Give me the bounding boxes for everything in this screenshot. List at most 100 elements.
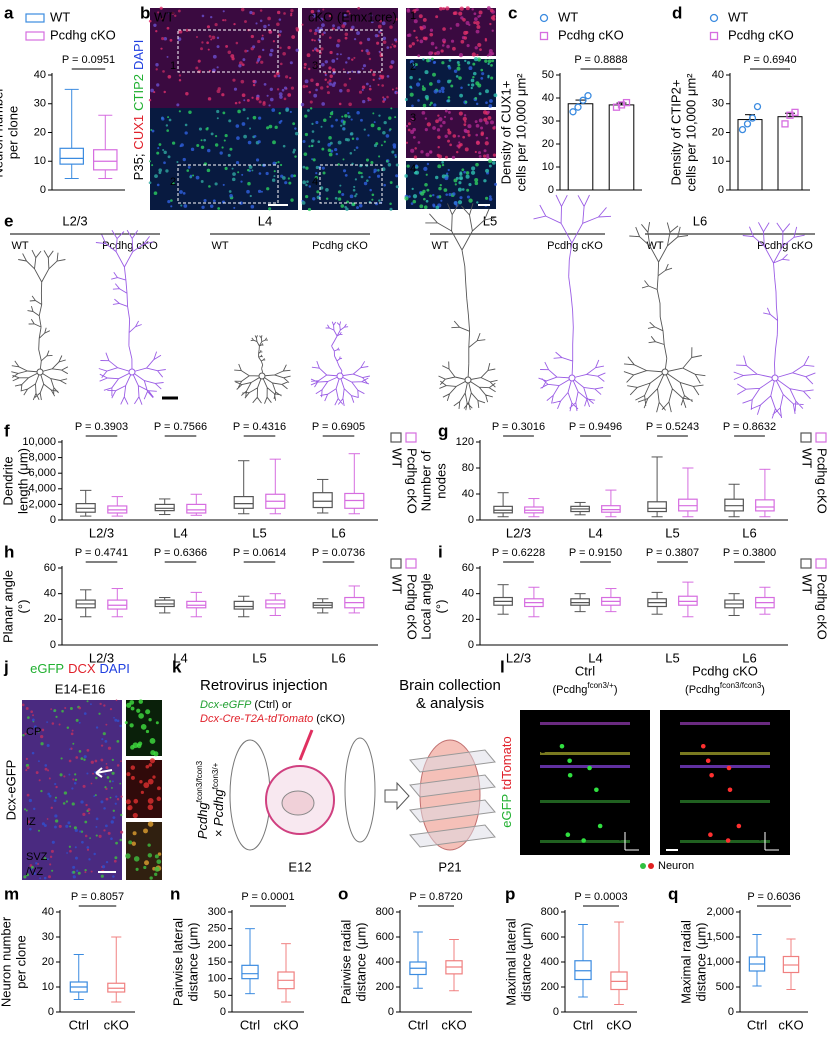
cell (484, 120, 489, 125)
cell (409, 85, 413, 89)
cell (241, 63, 245, 67)
cell (430, 41, 435, 46)
cell (74, 773, 77, 776)
cell (395, 163, 399, 167)
cell (373, 121, 376, 124)
stain-label-part: CUX1 (131, 115, 146, 150)
cell (491, 52, 495, 56)
cell (281, 88, 285, 92)
cell (360, 172, 363, 175)
cell (461, 168, 465, 172)
cell (279, 163, 283, 167)
cell (335, 152, 339, 156)
y-tick-label: 6,000 (28, 467, 56, 479)
cell (99, 702, 102, 706)
cell (119, 782, 122, 785)
p-value: P = 0.7566 (154, 421, 207, 433)
cell (329, 115, 332, 118)
cell (319, 186, 324, 190)
cell (154, 854, 159, 859)
cell (301, 23, 304, 26)
cell (465, 21, 470, 25)
cell (476, 53, 479, 57)
y-tick-label: 0 (468, 639, 474, 651)
cell (425, 173, 428, 176)
cell (51, 840, 55, 844)
cell (111, 758, 114, 761)
cell (41, 728, 45, 732)
cell (472, 62, 476, 66)
cell (353, 56, 356, 59)
legend-label: WT (50, 9, 70, 24)
roi (177, 29, 279, 73)
cell (413, 19, 418, 24)
cell (156, 183, 160, 187)
axis-glyph: x (642, 844, 648, 856)
soma (128, 368, 136, 376)
cell (114, 856, 118, 860)
cell (40, 742, 44, 746)
cell (167, 116, 170, 119)
cell (463, 123, 467, 127)
cell (329, 111, 334, 116)
legend-label: WT (558, 9, 578, 24)
cell (353, 185, 356, 188)
cell (33, 807, 36, 811)
cell (391, 43, 394, 46)
cell (348, 102, 352, 107)
axis-glyph: y (619, 829, 625, 841)
cell (153, 23, 157, 27)
k-cross: × Pcdhgfcon3/+ (211, 762, 226, 837)
cell (43, 824, 47, 828)
cell (292, 148, 296, 152)
cell (369, 188, 372, 192)
x-tick-label: L5 (665, 525, 679, 540)
cell (66, 726, 70, 730)
cell (167, 199, 171, 204)
p-value: P = 0.4316 (233, 421, 286, 433)
cell (165, 169, 169, 173)
cell (378, 114, 381, 117)
x-tick-label: cKO (778, 1017, 803, 1032)
y-axis-label: Planar angle (0, 570, 15, 643)
section-plane (409, 774, 496, 798)
cell (492, 153, 497, 157)
legend-label: WT (800, 574, 815, 594)
cell (389, 46, 392, 49)
cell (302, 139, 306, 144)
y-tick-label: 40 (462, 488, 474, 500)
cell (457, 200, 463, 205)
cell (257, 39, 261, 44)
cell (166, 26, 170, 30)
cell (112, 809, 115, 812)
cell (271, 178, 276, 182)
cell (313, 31, 318, 36)
cell (127, 805, 133, 811)
y-tick-label: 800 (541, 906, 559, 918)
cell (182, 191, 186, 195)
cell (140, 724, 147, 730)
cell (370, 161, 374, 165)
cell (130, 706, 135, 711)
cell (383, 183, 386, 187)
cell (462, 135, 466, 139)
cell (136, 743, 142, 749)
cell (216, 45, 220, 49)
y-tick-label: 30 (542, 115, 554, 127)
cell (437, 146, 440, 149)
cell (148, 98, 152, 102)
cell (246, 189, 250, 194)
cell (380, 75, 384, 80)
cell (433, 103, 437, 107)
cell (366, 51, 371, 56)
cell (383, 140, 386, 143)
cell (249, 194, 252, 198)
cell (243, 99, 246, 102)
cell (318, 194, 321, 197)
cell (424, 128, 428, 132)
y-axis-label: per clone (5, 106, 20, 159)
cell (394, 116, 397, 119)
cell (488, 104, 493, 108)
cell (320, 125, 323, 128)
cell (337, 26, 341, 30)
